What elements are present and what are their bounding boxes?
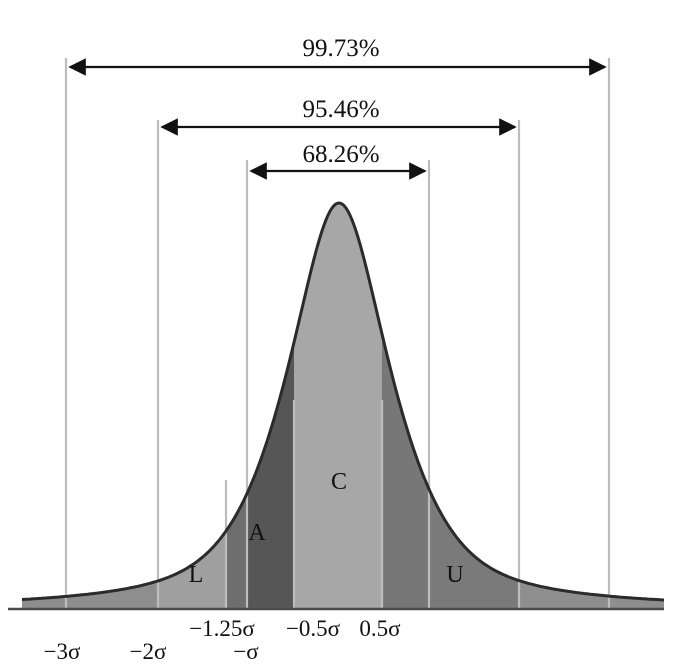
tick-label-minus-0-5-sigma: −0.5σ xyxy=(286,616,341,641)
tick-label-minus-2-sigma: −2σ xyxy=(130,639,167,664)
tick-label-minus-sigma: −σ xyxy=(233,639,259,664)
region-c xyxy=(294,203,382,609)
region-label-a: A xyxy=(248,520,266,546)
region-outer-right xyxy=(520,203,664,609)
tick-label-minus-1-25-sigma: −1.25σ xyxy=(189,616,255,641)
region-l-a-strip xyxy=(226,203,248,609)
interval-label-68-26: 68.26% xyxy=(302,141,379,168)
interval-label-95-46: 95.46% xyxy=(302,96,379,123)
tick-label-plus-0-5-sigma: 0.5σ xyxy=(359,616,401,641)
region-a xyxy=(248,203,294,609)
region-label-c: C xyxy=(331,469,347,495)
tick-label-minus-3-sigma: −3σ xyxy=(44,639,81,664)
region-c-right xyxy=(382,203,430,609)
region-label-l: L xyxy=(189,562,204,588)
region-l xyxy=(158,203,226,609)
region-outer-left xyxy=(22,203,158,609)
bell-curve xyxy=(21,201,665,602)
region-label-u: U xyxy=(446,562,463,588)
interval-label-99-73: 99.73% xyxy=(302,35,379,62)
